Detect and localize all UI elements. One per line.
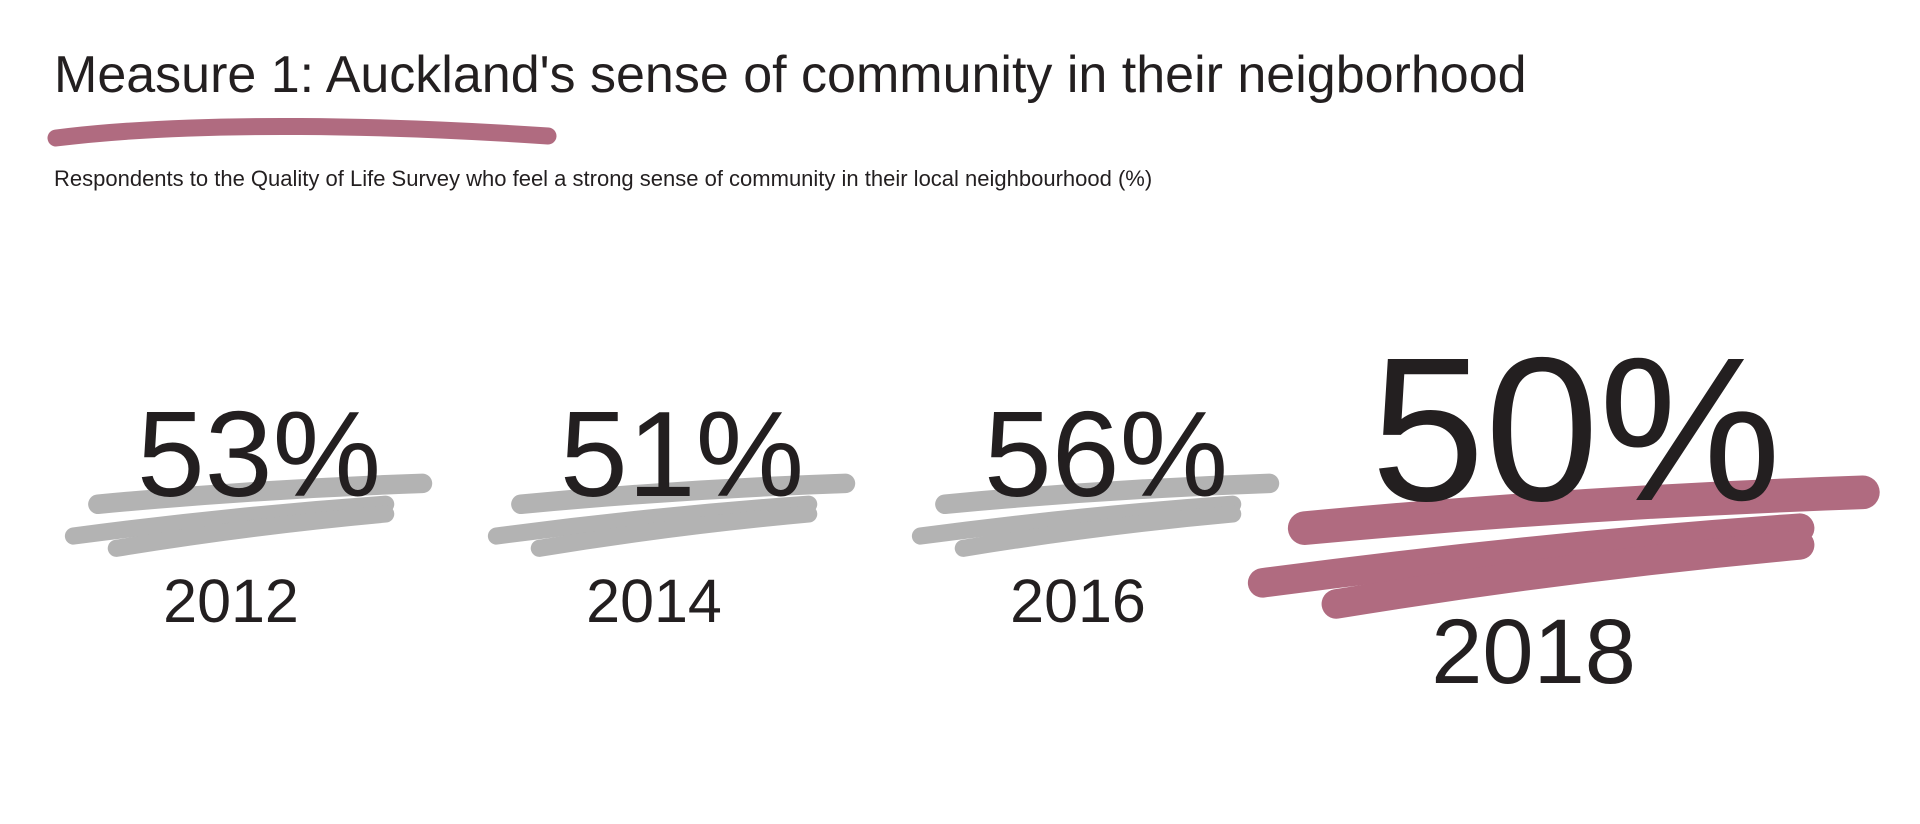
chart-subtitle: Respondents to the Quality of Life Surve… [54, 166, 1152, 191]
brush-stroke [530, 505, 818, 557]
brush-stroke [911, 495, 1242, 545]
brush-stroke [88, 473, 433, 514]
brush-stroke [107, 505, 395, 557]
year-label: 2014 [586, 567, 722, 635]
brush-stroke [511, 473, 856, 514]
brush-stroke [1247, 513, 1815, 598]
value-label: 51% [560, 386, 804, 522]
brush-stroke [487, 495, 818, 545]
chart-title: Measure 1: Auckland's sense of community… [54, 46, 1527, 104]
brush-stroke [1287, 475, 1880, 546]
year-label: 2016 [1010, 567, 1146, 635]
value-label: 56% [984, 386, 1228, 522]
value-label: 50% [1371, 315, 1781, 544]
brush-stroke [954, 505, 1242, 557]
title-underline [47, 117, 557, 147]
value-label: 53% [137, 386, 381, 522]
year-label: 2018 [1431, 601, 1636, 703]
brush-stroke [935, 473, 1280, 514]
brush-stroke [1321, 530, 1815, 619]
brush-stroke [64, 495, 395, 545]
year-label: 2012 [163, 567, 299, 635]
